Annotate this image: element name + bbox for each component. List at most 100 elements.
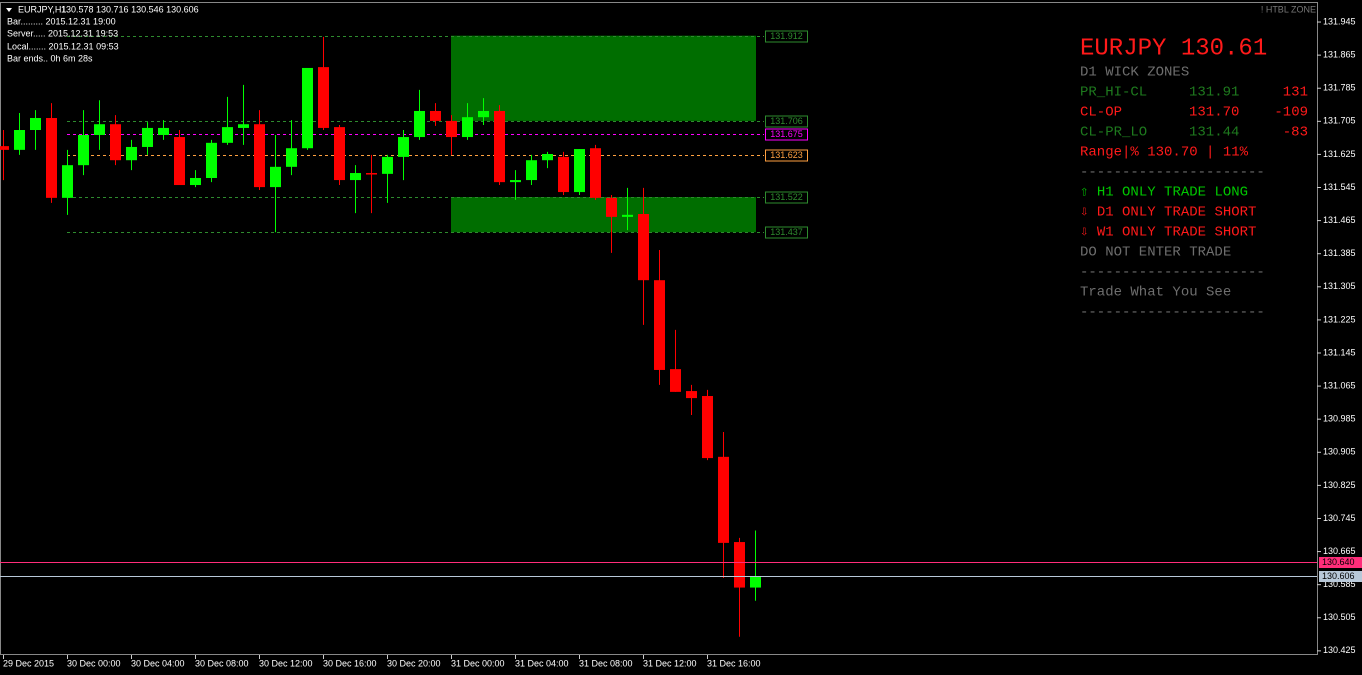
- x-tick-label: 31 Dec 16:00: [707, 658, 761, 668]
- row-value: 131.91: [1189, 85, 1239, 101]
- x-tick-label: 31 Dec 12:00: [643, 658, 697, 668]
- candle-body: [110, 124, 121, 161]
- candle-body: [510, 180, 521, 183]
- info-line: Local....... 2015.12.31 09:53: [7, 41, 119, 51]
- symbol: EURJPY,H1: [18, 4, 66, 14]
- price-tag-label: 130.640: [1322, 557, 1355, 567]
- candle-body: [446, 120, 457, 138]
- row-value: 131.70: [1189, 105, 1239, 121]
- candle-body: [318, 67, 329, 128]
- info-line: Server..... 2015.12.31 19:53: [7, 28, 118, 38]
- range: Range|% 130.70 | 11%: [1080, 145, 1249, 161]
- menu-arrow: [6, 8, 12, 12]
- y-tick-label: 130.665: [1323, 546, 1356, 556]
- level-tag: [765, 149, 808, 162]
- candle-body: [254, 124, 265, 188]
- candle-body: [590, 148, 601, 198]
- x-tick-label: 30 Dec 20:00: [387, 658, 441, 668]
- candle-body: [398, 137, 409, 157]
- indicator-name: ! HTBL ZONE: [1261, 4, 1316, 14]
- candle-body: [702, 396, 713, 459]
- x-tick-label: 31 Dec 00:00: [451, 658, 505, 668]
- candle-body: [94, 124, 105, 135]
- candle-body: [62, 165, 73, 198]
- candle-body: [638, 213, 649, 281]
- candle-body: [542, 154, 553, 161]
- x-tick-label: 31 Dec 04:00: [515, 658, 569, 668]
- motto: Trade What You See: [1080, 285, 1231, 301]
- candle-body: [462, 117, 473, 138]
- candle-body: [302, 67, 313, 149]
- price-tag: [1319, 571, 1362, 582]
- level-label: 131.675: [770, 129, 803, 139]
- separator: ----------------------: [1080, 165, 1265, 181]
- price-tag: [1319, 557, 1362, 568]
- separator: ----------------------: [1080, 305, 1265, 321]
- candle-body: [0, 146, 9, 150]
- candle-body: [686, 391, 697, 399]
- candle-body: [286, 148, 297, 167]
- level-label: 131.623: [770, 150, 803, 160]
- level-label: 131.706: [770, 116, 803, 126]
- level-tag: [765, 115, 808, 128]
- level-tag: [765, 128, 808, 141]
- candle-body: [494, 110, 505, 183]
- candle-body: [622, 214, 633, 217]
- candle-body: [334, 127, 345, 181]
- signal: ⇩ D1 ONLY TRADE SHORT: [1080, 205, 1256, 221]
- candle-body: [750, 575, 761, 588]
- separator: ----------------------: [1080, 265, 1265, 281]
- candle-body: [142, 127, 153, 147]
- candle-body: [574, 149, 585, 193]
- candle-body: [14, 130, 25, 150]
- candle-body: [670, 369, 681, 392]
- info-line: Bar ends.. 0h 6m 28s: [7, 53, 93, 63]
- y-tick-label: 131.625: [1323, 149, 1356, 159]
- level-tag: [765, 30, 808, 43]
- y-tick-label: 130.505: [1323, 612, 1356, 622]
- x-tick-label: 30 Dec 04:00: [131, 658, 185, 668]
- y-tick-label: 131.065: [1323, 380, 1356, 390]
- candle-body: [382, 156, 393, 174]
- row-name: CL-PR_LO: [1080, 125, 1147, 141]
- candle-body: [654, 280, 665, 370]
- candle-body: [734, 542, 745, 588]
- candle-body: [270, 166, 281, 188]
- x-tick-label: 31 Dec 08:00: [579, 658, 633, 668]
- y-tick-label: 131.785: [1323, 83, 1356, 93]
- candle-body: [174, 137, 185, 186]
- candle-body: [126, 146, 137, 161]
- advice: DO NOT ENTER TRADE: [1080, 245, 1231, 261]
- plot-area: 131.945 131.865 131.785 131.705 131.625 131.5…: [0, 16, 1362, 668]
- candle-body: [222, 127, 233, 143]
- y-tick-label: 131.225: [1323, 314, 1356, 324]
- signal: ⇩ W1 ONLY TRADE SHORT: [1080, 225, 1256, 241]
- row-value: 131.44: [1189, 125, 1239, 141]
- y-tick-label: 131.305: [1323, 281, 1356, 291]
- signal: ⇧ H1 ONLY TRADE LONG: [1080, 185, 1248, 201]
- y-tick-label: 131.465: [1323, 215, 1356, 225]
- level-tag: [765, 191, 808, 204]
- y-tick-label: 130.425: [1323, 645, 1356, 655]
- level-label: 131.437: [770, 227, 803, 237]
- y-tick-label: 131.145: [1323, 347, 1356, 357]
- price-tag-label: 130.606: [1322, 571, 1355, 581]
- candle-body: [158, 127, 169, 135]
- level-tag: [765, 226, 808, 239]
- row-name: PR_HI-CL: [1080, 85, 1147, 101]
- candle-body: [206, 142, 217, 178]
- candle-body: [46, 118, 57, 198]
- x-tick-label: 30 Dec 16:00: [323, 658, 377, 668]
- x-tick-label: 30 Dec 08:00: [195, 658, 249, 668]
- candle-body: [78, 134, 89, 166]
- y-tick-label: 130.985: [1323, 414, 1356, 424]
- wick-zone: [451, 197, 756, 233]
- panel-title: EURJPY 130.61: [1080, 35, 1267, 62]
- x-tick-label: 30 Dec 12:00: [259, 658, 313, 668]
- candle-body: [30, 118, 41, 131]
- level-label: 131.522: [770, 192, 803, 202]
- candle-body: [190, 177, 201, 186]
- y-tick-label: 131.385: [1323, 248, 1356, 258]
